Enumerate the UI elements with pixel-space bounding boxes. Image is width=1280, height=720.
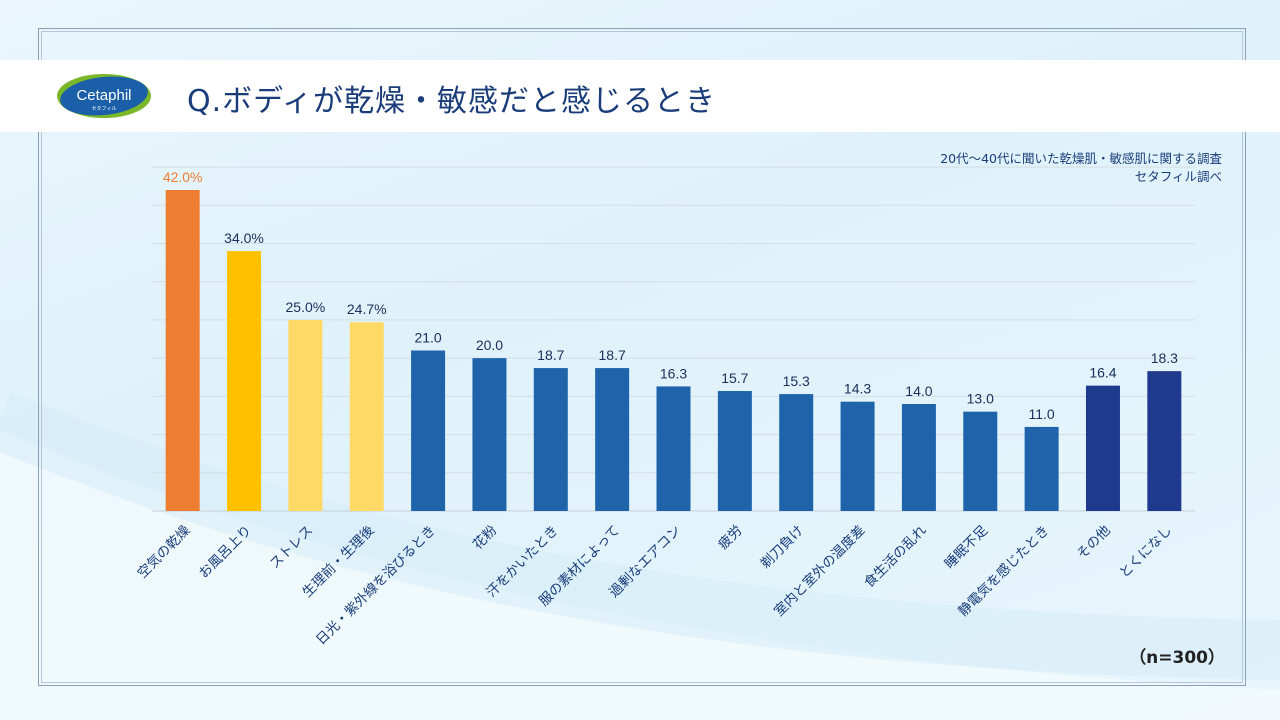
- data-label: 18.3: [1151, 350, 1178, 366]
- data-label: 13.0: [967, 391, 994, 407]
- source-line-2: セタフィル調べ: [1134, 169, 1222, 184]
- data-label: 14.3: [844, 381, 871, 397]
- logo-text: Cetaphil: [76, 87, 131, 104]
- bar: [717, 391, 752, 511]
- data-label: 34.0%: [224, 230, 264, 246]
- bar: [901, 404, 936, 511]
- data-label: 42.0%: [163, 169, 203, 185]
- bar: [349, 322, 384, 511]
- bar: [1085, 385, 1120, 511]
- category-label: 花粉: [470, 522, 501, 553]
- bar: [1024, 426, 1059, 511]
- data-label: 11.0: [1029, 406, 1055, 422]
- category-label: とくになし: [1116, 523, 1175, 582]
- category-label: お風呂上り: [196, 523, 255, 582]
- data-label: 25.0%: [286, 299, 326, 315]
- bar: [656, 386, 691, 511]
- page-title: Q.ボディが乾燥・敏感だと感じるとき: [187, 84, 717, 119]
- bar: [1147, 371, 1182, 511]
- bar: [472, 358, 507, 511]
- category-label: 剃刀負け: [758, 523, 807, 572]
- data-label: 14.0: [905, 383, 932, 399]
- logo-subtext: セタフィル: [92, 105, 117, 112]
- category-label: ストレス: [267, 523, 316, 572]
- category-label: 空気の乾燥: [134, 522, 193, 581]
- outer-frame: [38, 28, 1246, 686]
- data-label: 21.0: [414, 330, 441, 346]
- bar: [963, 411, 998, 511]
- bar: [595, 368, 630, 511]
- data-label: 18.7: [537, 347, 564, 363]
- category-label: その他: [1074, 523, 1114, 563]
- data-label: 24.7%: [347, 301, 387, 317]
- category-label: 食生活の乱れ: [860, 521, 930, 591]
- source-line-1: 20代～40代に聞いた乾燥肌・敏感肌に関する調査: [940, 151, 1222, 166]
- inner-frame: [41, 31, 1243, 683]
- bar: [840, 401, 875, 511]
- bar: [533, 368, 568, 511]
- category-label: 日光・紫外線を浴びるとき: [313, 523, 439, 649]
- data-label: 15.3: [783, 373, 810, 389]
- data-label: 18.7: [599, 347, 626, 363]
- data-label: 16.3: [660, 365, 687, 381]
- data-label: 20.0: [476, 337, 503, 353]
- cetaphil-logo: Cetaphil セタフィル: [57, 74, 151, 118]
- category-label: 疲労: [715, 522, 746, 553]
- bar: [288, 319, 323, 511]
- category-label: 睡眠不足: [942, 522, 992, 572]
- data-label: 15.7: [721, 370, 748, 386]
- data-label: 16.4: [1089, 365, 1116, 381]
- header-band: [0, 60, 1280, 132]
- source-note: 20代～40代に聞いた乾燥肌・敏感肌に関する調査 セタフィル調べ: [940, 150, 1222, 186]
- bar: [411, 350, 446, 511]
- bar: [165, 190, 200, 511]
- bar: [227, 251, 262, 511]
- bar: [779, 394, 814, 511]
- sample-size: （n=300）: [1129, 648, 1225, 668]
